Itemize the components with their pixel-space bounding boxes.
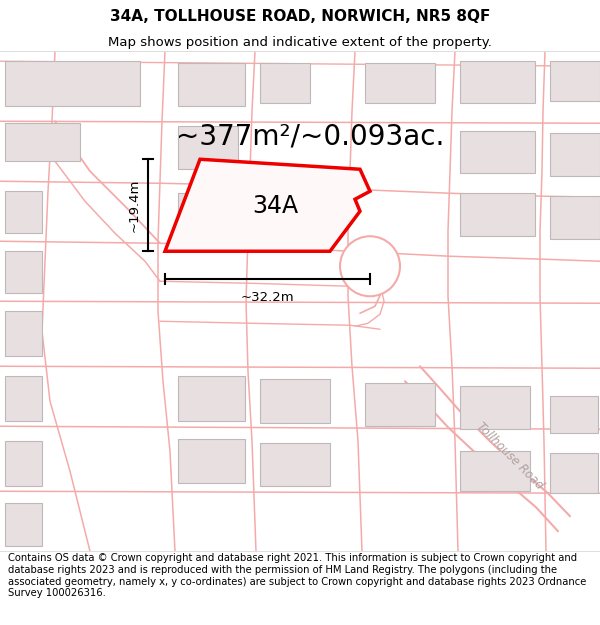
Polygon shape (178, 193, 225, 231)
Text: Contains OS data © Crown copyright and database right 2021. This information is : Contains OS data © Crown copyright and d… (8, 554, 586, 598)
Polygon shape (550, 196, 600, 239)
Polygon shape (365, 63, 435, 103)
Polygon shape (165, 159, 370, 251)
Polygon shape (460, 386, 530, 429)
Polygon shape (260, 443, 330, 486)
Text: 34A, TOLLHOUSE ROAD, NORWICH, NR5 8QF: 34A, TOLLHOUSE ROAD, NORWICH, NR5 8QF (110, 9, 490, 24)
Polygon shape (178, 63, 245, 106)
Polygon shape (460, 451, 530, 491)
Polygon shape (550, 396, 598, 433)
Polygon shape (550, 133, 600, 176)
Text: 34A: 34A (252, 194, 298, 218)
Polygon shape (5, 376, 42, 421)
Polygon shape (550, 453, 598, 493)
Text: ~19.4m: ~19.4m (128, 179, 140, 232)
Polygon shape (178, 376, 245, 421)
Text: ~32.2m: ~32.2m (241, 291, 295, 304)
Polygon shape (215, 173, 338, 229)
Polygon shape (178, 439, 245, 483)
Polygon shape (460, 193, 535, 236)
Polygon shape (5, 503, 42, 546)
Polygon shape (5, 441, 42, 486)
Polygon shape (460, 131, 535, 173)
Polygon shape (178, 126, 238, 169)
Text: Tollhouse Road: Tollhouse Road (474, 420, 546, 492)
Text: ~377m²/~0.093ac.: ~377m²/~0.093ac. (176, 122, 444, 150)
Polygon shape (5, 191, 42, 233)
Polygon shape (460, 61, 535, 103)
Circle shape (340, 236, 400, 296)
Polygon shape (5, 61, 140, 106)
Text: Map shows position and indicative extent of the property.: Map shows position and indicative extent… (108, 36, 492, 49)
Polygon shape (550, 61, 600, 101)
Polygon shape (5, 123, 80, 161)
Polygon shape (365, 383, 435, 426)
Polygon shape (260, 63, 310, 103)
Polygon shape (5, 311, 42, 356)
Polygon shape (260, 379, 330, 423)
Polygon shape (5, 251, 42, 293)
